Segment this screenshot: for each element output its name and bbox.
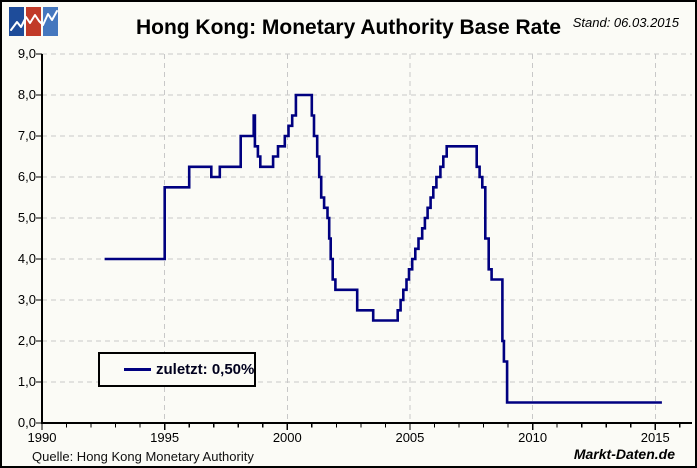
chart-title: Hong Kong: Monetary Authority Base Rate: [135, 16, 562, 39]
y-axis-tick-label: 2,0: [17, 333, 36, 348]
y-axis-tick-label: 7,0: [17, 128, 36, 143]
y-axis-tick-label: 3,0: [17, 292, 36, 307]
x-axis-tick-label: 2000: [272, 430, 302, 445]
base-rate-step-line: [104, 93, 662, 404]
y-axis-tick-label: 6,0: [17, 169, 36, 184]
y-axis-tick-label: 9,0: [17, 46, 36, 61]
x-axis-tick-label: 1995: [150, 430, 180, 445]
logo-bar-red: [26, 7, 41, 36]
brand-text: Markt-Daten.de: [573, 446, 675, 462]
logo-sparkline-icon: [10, 10, 58, 31]
y-axis-tick-label: 5,0: [17, 210, 36, 225]
y-axis-tick-label: 0,0: [17, 415, 36, 430]
x-axis-tick-label: 2005: [395, 430, 425, 445]
stand-date: Stand: 06.03.2015: [572, 15, 679, 30]
x-axis-tick-label: 2015: [640, 430, 670, 445]
y-axis-tick-label: 4,0: [17, 251, 36, 266]
legend-box: zuletzt: 0,50%: [98, 352, 256, 387]
legend-line-swatch: [124, 368, 151, 371]
legend-label: zuletzt: 0,50%: [156, 361, 255, 378]
y-axis-tick-label: 8,0: [17, 87, 36, 102]
x-axis-tick-label: 2010: [518, 430, 548, 445]
axis-ticks: [36, 53, 681, 430]
y-axis-tick-label: 1,0: [17, 374, 36, 389]
source-text: Quelle: Hong Kong Monetary Authority: [32, 449, 254, 464]
markt-daten-logo: [9, 7, 59, 36]
x-axis-tick-label: 1990: [27, 430, 57, 445]
